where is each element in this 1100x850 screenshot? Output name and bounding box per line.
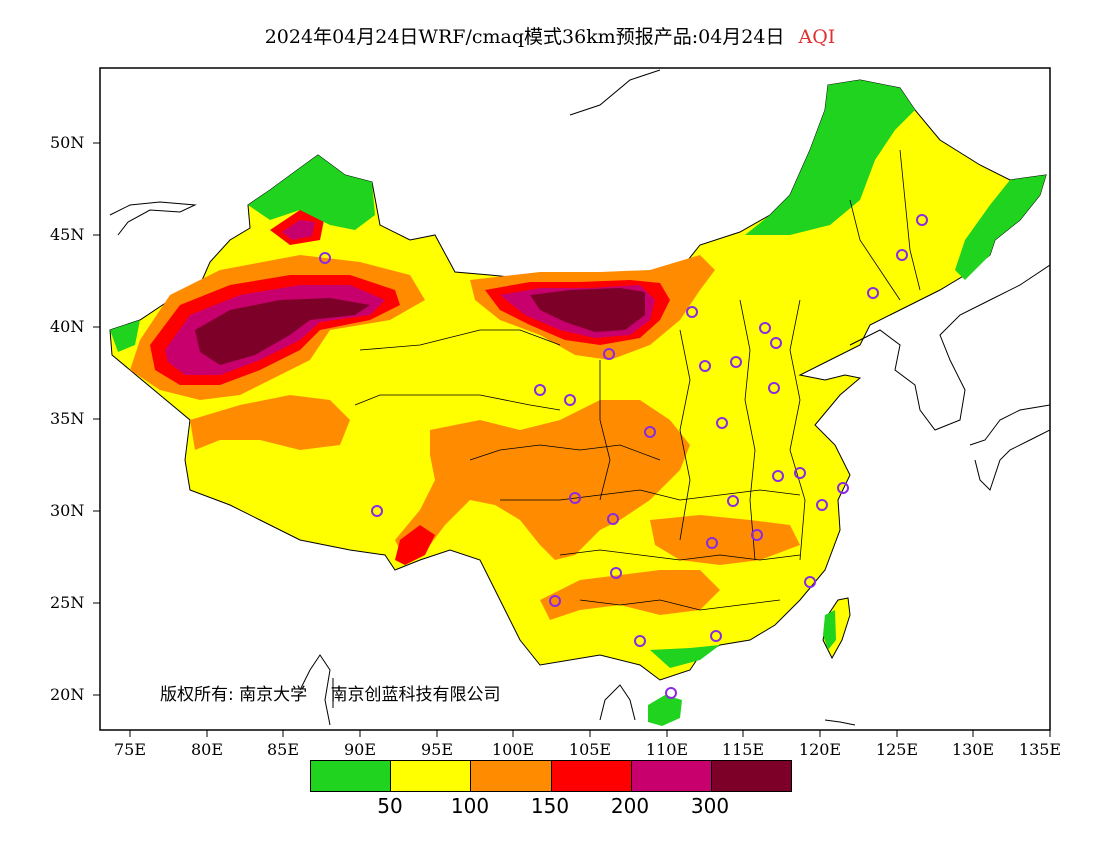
station-marker bbox=[549, 595, 561, 607]
lat-label: 40N bbox=[50, 317, 85, 336]
station-marker bbox=[896, 249, 908, 261]
legend-swatch-hazardous bbox=[711, 761, 792, 791]
lat-label: 25N bbox=[50, 593, 85, 612]
station-marker bbox=[716, 417, 728, 429]
station-marker bbox=[644, 426, 656, 438]
legend-label: 150 bbox=[530, 794, 570, 818]
legend-swatch-very-unhealthy bbox=[631, 761, 712, 791]
station-marker bbox=[319, 252, 331, 264]
lon-label: 125E bbox=[875, 740, 919, 759]
station-marker bbox=[603, 348, 615, 360]
legend-label: 300 bbox=[690, 794, 730, 818]
station-markers bbox=[319, 214, 928, 699]
lat-label: 30N bbox=[50, 501, 85, 520]
map-title: 2024年04月24日WRF/cmaq模式36km预报产品:04月24日 AQI bbox=[0, 22, 1100, 49]
station-marker bbox=[699, 360, 711, 372]
station-marker bbox=[837, 482, 849, 494]
map-frame bbox=[99, 67, 1051, 731]
station-marker bbox=[772, 470, 784, 482]
legend-label: 200 bbox=[610, 794, 650, 818]
station-marker bbox=[867, 287, 879, 299]
lat-label: 20N bbox=[50, 685, 85, 704]
legend-swatch-good bbox=[311, 761, 392, 791]
copyright-text: 版权所有: 南京大学 南京创蓝科技有限公司 bbox=[160, 680, 501, 705]
lat-label: 35N bbox=[50, 409, 85, 428]
axis-ticks bbox=[93, 142, 1051, 737]
title-main: 2024年04月24日WRF/cmaq模式36km预报产品:04月24日 bbox=[264, 26, 785, 48]
green-zone-hainan bbox=[648, 695, 682, 726]
station-marker bbox=[569, 492, 581, 504]
lon-label: 90E bbox=[343, 740, 377, 759]
station-marker bbox=[371, 505, 383, 517]
lon-label: 120E bbox=[798, 740, 842, 759]
red-zone-southeast-tibet bbox=[395, 525, 435, 565]
lat-label: 45N bbox=[50, 225, 85, 244]
orange-zone-southwest bbox=[540, 570, 720, 620]
station-marker bbox=[534, 384, 546, 396]
green-zone-northeast bbox=[745, 80, 915, 235]
legend-swatch-unhealthy bbox=[551, 761, 632, 791]
lon-label: 100E bbox=[491, 740, 535, 759]
station-marker bbox=[759, 322, 771, 334]
green-zone-pamir bbox=[110, 320, 140, 352]
aqi-legend bbox=[310, 760, 792, 792]
station-marker bbox=[916, 214, 928, 226]
orange-zone-central bbox=[395, 400, 690, 560]
station-marker bbox=[610, 567, 622, 579]
copyright-owner-2: 南京创蓝科技有限公司 bbox=[330, 685, 501, 705]
hazardous-zone-west bbox=[195, 298, 370, 365]
green-zone-guangxi-coast bbox=[650, 645, 720, 668]
lon-label: 85E bbox=[266, 740, 300, 759]
lon-label: 75E bbox=[113, 740, 147, 759]
aqi-field bbox=[109, 69, 1050, 726]
station-marker bbox=[794, 467, 806, 479]
legend-swatch-moderate bbox=[391, 761, 472, 791]
green-zone-east-border bbox=[955, 175, 1046, 280]
copyright-owner-1: 版权所有: 南京大学 bbox=[160, 685, 308, 705]
taiwan-green bbox=[823, 610, 836, 650]
station-marker bbox=[816, 499, 828, 511]
station-marker bbox=[804, 576, 816, 588]
orange-zone-tibet bbox=[190, 395, 350, 450]
lon-label: 95E bbox=[420, 740, 454, 759]
neighbor-coastlines bbox=[109, 69, 1050, 726]
station-marker bbox=[607, 513, 619, 525]
station-marker bbox=[686, 306, 698, 318]
green-zone-altai bbox=[248, 155, 375, 230]
magenta-zone-dzungaria bbox=[282, 220, 315, 240]
hazardous-zone-north bbox=[530, 288, 645, 332]
station-marker bbox=[768, 382, 780, 394]
station-marker bbox=[564, 394, 576, 406]
orange-zone-south bbox=[650, 515, 800, 565]
lon-label: 80E bbox=[190, 740, 224, 759]
station-marker bbox=[710, 630, 722, 642]
lon-label: 105E bbox=[568, 740, 612, 759]
title-variable: AQI bbox=[798, 26, 836, 48]
station-marker bbox=[665, 687, 677, 699]
lon-label: 130E bbox=[951, 740, 995, 759]
station-marker bbox=[730, 356, 742, 368]
legend-label: 50 bbox=[377, 794, 403, 818]
lon-label: 135E bbox=[1018, 740, 1062, 759]
lon-label: 110E bbox=[645, 740, 689, 759]
province-boundaries bbox=[354, 149, 921, 611]
legend-swatch-unhealthy-sensitive bbox=[471, 761, 552, 791]
station-marker bbox=[751, 529, 763, 541]
legend-label: 100 bbox=[450, 794, 490, 818]
station-marker bbox=[706, 537, 718, 549]
lat-label: 50N bbox=[50, 133, 85, 152]
station-marker bbox=[727, 495, 739, 507]
station-marker bbox=[770, 337, 782, 349]
lon-label: 115E bbox=[721, 740, 765, 759]
station-marker bbox=[634, 635, 646, 647]
china-region bbox=[109, 79, 1047, 681]
